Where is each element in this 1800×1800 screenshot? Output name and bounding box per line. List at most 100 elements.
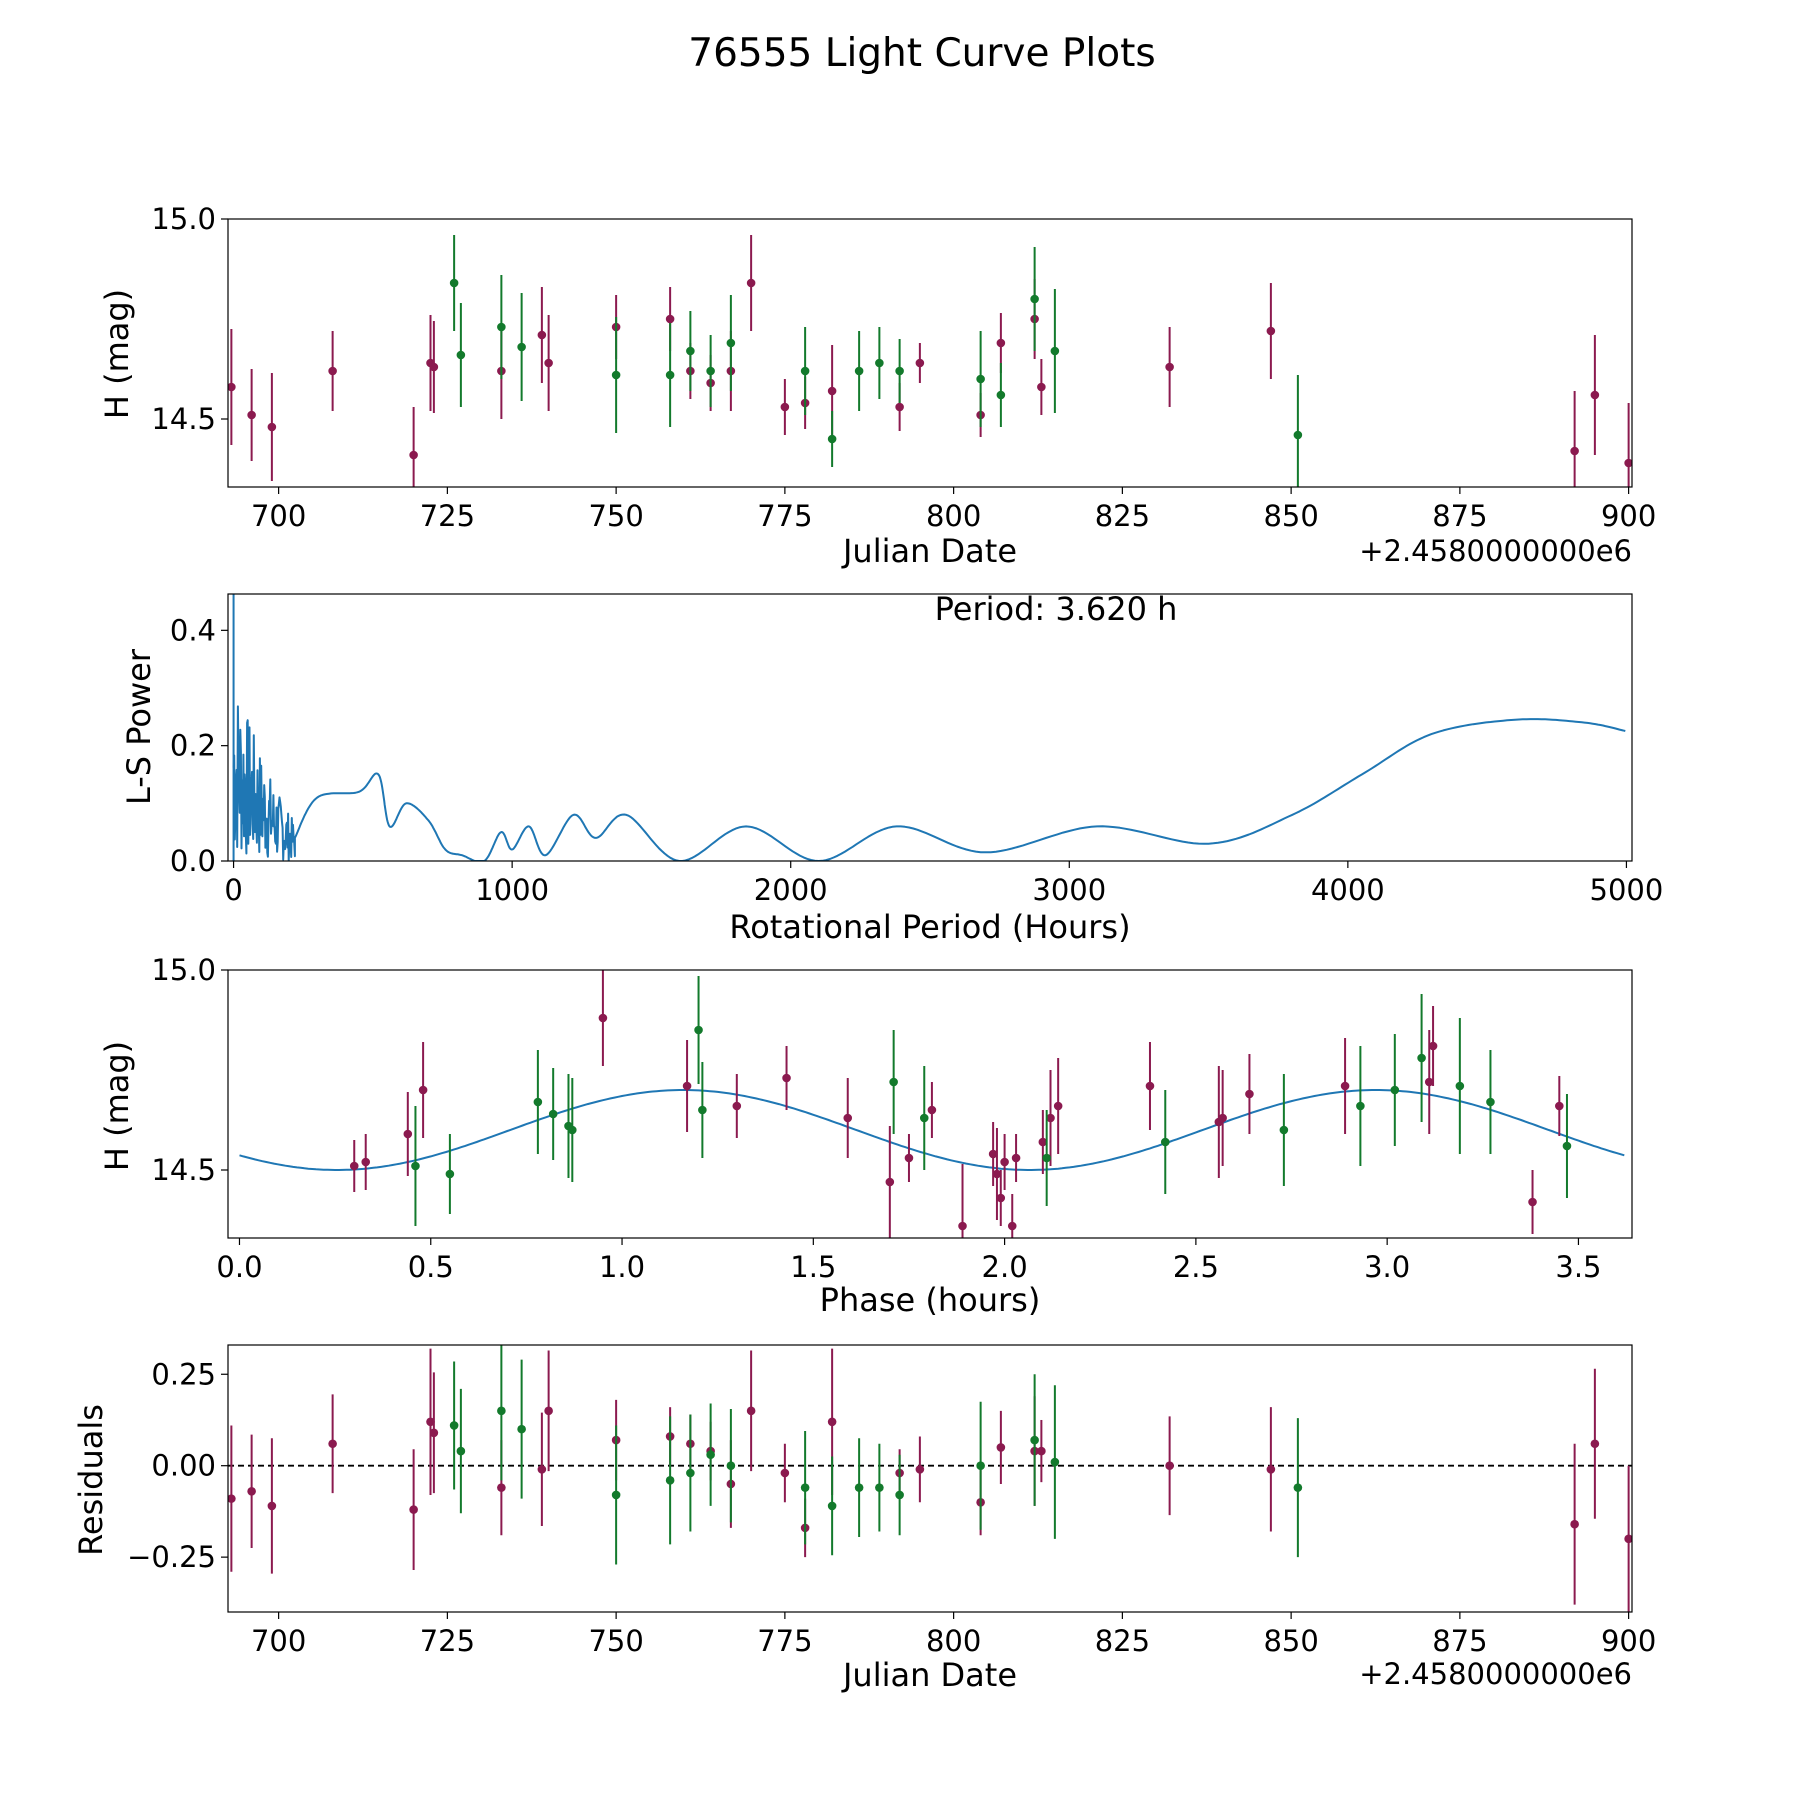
- data-point-band_b: [1030, 294, 1039, 304]
- panel4-xtick-label: 800: [926, 1624, 981, 1658]
- data-point-band_b: [996, 390, 1006, 400]
- panel2-ylabel: L-S Power: [120, 648, 158, 805]
- data-point-band_a: [1570, 1519, 1579, 1529]
- data-point-band_a: [429, 362, 439, 372]
- data-point-band_a: [1165, 1461, 1174, 1470]
- data-point-band_a: [1528, 1197, 1537, 1207]
- panel4-xtick-label: 700: [251, 1624, 306, 1658]
- data-point-band_b: [686, 346, 695, 356]
- panel4-points: [228, 1345, 1632, 1612]
- data-point-band_b: [533, 1097, 543, 1107]
- data-point-band_b: [665, 370, 675, 380]
- data-point-band_b: [875, 358, 884, 368]
- data-point-band_b: [854, 1483, 864, 1492]
- panel1-xlabel: Julian Date: [841, 532, 1017, 570]
- data-point-band_b: [449, 1421, 459, 1430]
- data-point-band_b: [517, 1424, 526, 1434]
- panel4-ytick-label: 0.25: [151, 1357, 216, 1391]
- data-point-band_b: [1455, 1081, 1465, 1091]
- data-point-band_a: [267, 422, 277, 432]
- panel2-ytick-label: 0.4: [170, 613, 216, 647]
- periodogram-series: [232, 594, 1626, 861]
- panel2-xtick-label: 3000: [1032, 873, 1106, 907]
- data-point-band_a: [418, 1085, 428, 1095]
- data-point-band_a: [1245, 1089, 1254, 1099]
- panel3-xtick-label: 3.5: [1555, 1250, 1601, 1284]
- panel-light-curve: H (mag) Julian Date +2.4580000000e6 700 7…: [98, 202, 1656, 570]
- data-point-band_a: [1165, 362, 1174, 372]
- panel1-plot: 700 725 750 775 800 825 850 875 900 15.0 14.5: [151, 202, 1656, 533]
- data-point-band_a: [426, 1417, 435, 1427]
- data-point-band_b: [698, 1105, 707, 1115]
- panel4-plot: 700 725 750 775 800 825 850 875 900 0.25 0.00 −0.25: [127, 1344, 1656, 1658]
- data-point-band_a: [349, 1161, 359, 1171]
- panel1-x-offset: +2.4580000000e6: [1359, 534, 1632, 568]
- panel2-ytick-label: 0.0: [170, 844, 216, 878]
- data-point-band_a: [1424, 1077, 1434, 1087]
- data-point-band_a: [915, 358, 925, 368]
- data-point-band_b: [706, 1450, 715, 1460]
- data-point-band_a: [1570, 446, 1579, 456]
- panel1-xtick-label: 750: [588, 499, 643, 533]
- data-point-band_a: [1046, 1113, 1055, 1123]
- panel1-xtick-label: 875: [1432, 499, 1487, 533]
- data-point-band_b: [694, 1025, 703, 1035]
- panel4-ytick-label: −0.25: [127, 1540, 216, 1574]
- data-point-band_a: [247, 410, 256, 420]
- data-point-band_b: [517, 342, 526, 352]
- panel4-xtick-label: 825: [1095, 1624, 1150, 1658]
- data-point-band_a: [544, 1406, 553, 1416]
- data-point-band_a: [904, 1153, 914, 1163]
- data-point-band_b: [889, 1077, 898, 1087]
- panel3-xtick-label: 3.0: [1364, 1250, 1410, 1284]
- panel1-points: [228, 235, 1632, 487]
- data-point-band_b: [1030, 1435, 1039, 1445]
- panel2-xtick-label: 1000: [475, 873, 549, 907]
- data-point-band_b: [895, 1490, 904, 1500]
- data-point-band_b: [611, 370, 621, 380]
- data-point-band_a: [1037, 382, 1046, 392]
- panel3-ylabel: H (mag): [98, 1041, 136, 1171]
- data-point-band_b: [665, 1476, 675, 1485]
- data-point-band_b: [1390, 1085, 1400, 1095]
- panel2-plot: 0 1000 2000 3000 4000 5000 0.0 0.2 0.4: [170, 593, 1664, 907]
- data-point-band_b: [497, 1406, 506, 1416]
- data-point-band_b: [445, 1169, 455, 1179]
- data-point-band_b: [1050, 1457, 1060, 1467]
- panel1-xtick-label: 900: [1601, 499, 1656, 533]
- panel4-ytick-label: 0.00: [151, 1449, 216, 1483]
- data-point-band_b: [1042, 1153, 1051, 1163]
- data-point-band_a: [1624, 1534, 1632, 1544]
- data-point-band_b: [827, 1501, 837, 1511]
- panel2-xtick-label: 2000: [754, 873, 828, 907]
- data-point-band_b: [800, 1483, 810, 1492]
- panel3-xtick-label: 2.0: [982, 1250, 1028, 1284]
- data-point-band_a: [682, 1081, 692, 1091]
- panel1-xtick-label: 700: [251, 499, 306, 533]
- data-point-band_a: [1011, 1153, 1021, 1163]
- data-point-band_b: [1356, 1101, 1365, 1111]
- panel4-xtick-label: 750: [588, 1624, 643, 1658]
- data-point-band_b: [827, 434, 837, 444]
- data-point-band_a: [429, 1428, 439, 1438]
- panel4-xtick-label: 900: [1601, 1624, 1656, 1658]
- panel2-xtick-label: 5000: [1590, 873, 1664, 907]
- data-point-band_a: [247, 1487, 256, 1496]
- data-point-band_b: [456, 1446, 466, 1456]
- panel4-ylabel: Residuals: [72, 1404, 110, 1556]
- data-point-band_a: [780, 402, 790, 412]
- data-point-band_b: [976, 374, 985, 384]
- data-point-band_b: [411, 1161, 420, 1171]
- data-point-band_b: [449, 278, 459, 288]
- data-point-band_b: [919, 1113, 929, 1123]
- data-point-band_b: [976, 1461, 985, 1470]
- panel-residuals: Residuals Julian Date +2.4580000000e6 70…: [72, 1344, 1656, 1694]
- data-point-band_a: [1624, 458, 1632, 468]
- data-point-band_a: [843, 1113, 853, 1123]
- data-point-band_a: [228, 1494, 236, 1503]
- data-point-band_a: [537, 1465, 547, 1474]
- data-point-band_a: [746, 278, 756, 288]
- panel-periodogram: L-S Power Rotational Period (Hours) Peri…: [120, 590, 1663, 946]
- panel4-xlabel: Julian Date: [841, 1656, 1017, 1694]
